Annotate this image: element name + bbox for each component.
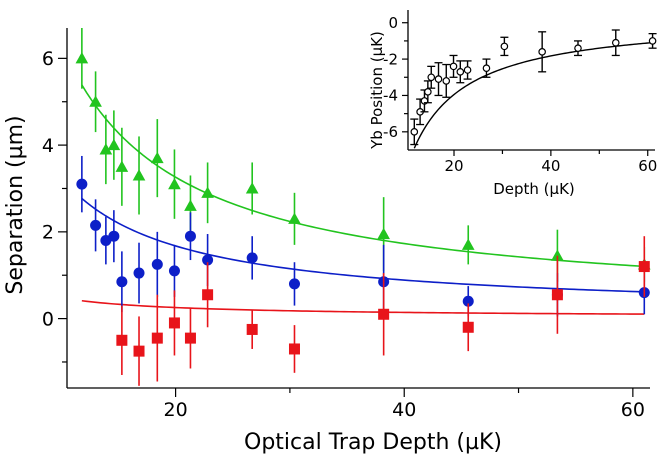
main-series-1-point [150,151,164,164]
inset-x-axis-title: Depth (µK) [493,180,575,198]
inset-series-1-point [538,48,546,56]
main-series-3-point [246,323,258,335]
main-series-2-fit-curve [81,197,645,293]
main-series-2-point [462,295,474,307]
main-x-tick-label: 40 [392,399,416,421]
main-series-1-fit-curve [81,84,645,268]
main-series-1-point [168,177,181,190]
inset-series-1-fit-curve [413,41,653,149]
inset-y-tick-label: -6 [383,123,398,141]
main-y-tick-label: 4 [42,135,54,157]
inset-series-1-point [410,128,419,136]
main-series-2-point [184,230,196,242]
inset-fit-curve [413,41,653,149]
main-data-marks [75,28,651,386]
main-series-1-point [75,52,89,64]
main-series-3-point [638,261,650,273]
main-series-1-point [377,227,390,240]
main-series-2-point [168,265,180,277]
main-series-3-point [378,308,390,320]
main-series-1-point [288,212,301,224]
main-series-2-point [116,276,128,288]
main-x-tick-label: 60 [621,399,645,421]
inset-series-1-point [463,66,472,74]
main-series-3-point [551,289,563,301]
main-series-2-point [76,178,88,190]
main-series-2-point [151,258,163,270]
main-series-1-point [115,160,129,172]
main-series-1-point [132,169,146,181]
main-x-tick-label: 20 [164,399,188,421]
main-series-3-point [133,345,145,357]
main-series-2-point [90,219,102,231]
main-series-3-point [116,334,128,346]
inset-y-tick-label: -4 [383,87,398,105]
main-series-3-point [202,289,214,301]
main-series-1-point [99,143,113,155]
main-series-3-point [168,317,180,329]
inset-series-1-point [648,37,657,45]
main-series-1-point [184,199,197,211]
inset-x-tick-label: 60 [638,157,657,175]
inset-series-1-point [456,68,465,76]
inset-plot: 20 40 60 -6 -4 -2 0 Depth (µK) Yb Position (µK… [368,10,657,198]
main-series-3-point [462,321,474,333]
main-series-2-point [133,267,145,279]
main-series-3-point [184,332,196,344]
main-series-2-point [288,278,300,290]
main-series-1-point [107,138,121,151]
main-plot: 20 40 60 0 2 4 6 Optical Trap Depth (µK) Separ… [3,28,651,455]
main-series-2-point [246,252,258,264]
inset-series-1-point [424,88,432,96]
inset-x-tick-label: 20 [444,157,463,175]
main-fit-curves [81,84,645,315]
inset-y-axis-title: Yb Position (µK) [368,31,386,150]
inset-series-1-point [482,64,491,72]
main-x-axis-title: Optical Trap Depth (µK) [244,430,502,455]
inset-series-1-point [611,38,620,47]
main-axes: 20 40 60 0 2 4 6 [42,28,650,421]
main-series-1-point [461,238,475,250]
main-series-3-point [288,343,300,355]
main-series-2-point [108,230,120,242]
main-y-tick-label: 6 [42,48,54,70]
main-series-3-fit-curve [81,299,645,315]
main-series-1-point [551,249,564,261]
inset-series-1-point [427,73,436,82]
inset-y-tick-label: 0 [388,14,398,32]
inset-series-1-point [500,42,509,51]
inset-data-marks [410,29,657,146]
main-y-tick-label: 2 [42,222,54,244]
main-y-axis-title: Separation (µm) [3,115,28,294]
inset-axes: 20 40 60 -6 -4 -2 0 [383,10,657,175]
main-series-1-point [245,182,259,194]
main-series-1-point [89,95,102,107]
inset-series-1-point [434,75,443,83]
main-y-tick-label: 0 [42,308,54,330]
inset-series-1-point [574,44,582,52]
inset-series-1-point [442,77,451,85]
inset-x-tick-label: 40 [541,157,560,175]
inset-series-1-point [449,62,458,71]
main-series-3-point [151,332,163,344]
main-series-1-point [201,186,214,198]
inset-y-tick-label: -2 [383,50,398,68]
main-series-2-point [202,254,214,266]
